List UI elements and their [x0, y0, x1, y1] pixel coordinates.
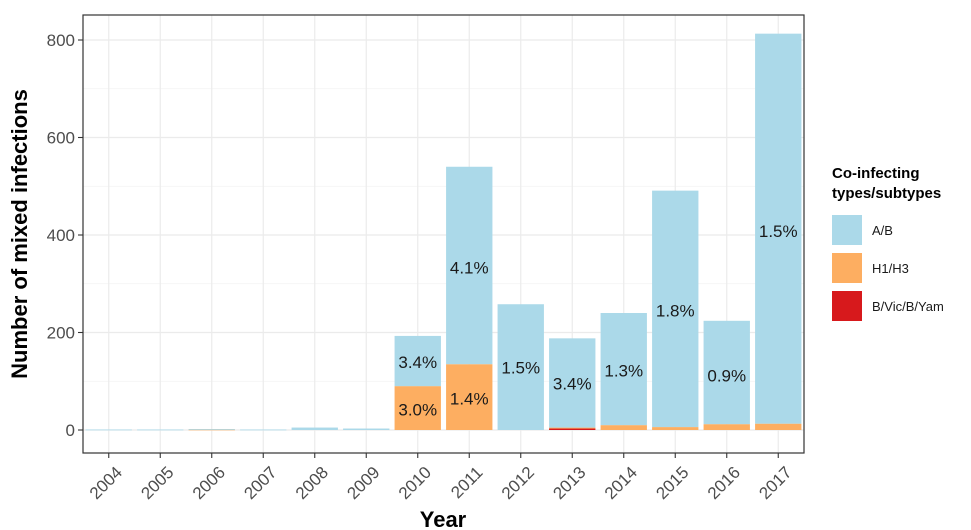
legend-swatch-a-b [832, 215, 862, 245]
bar-segment-h1-h3-2017 [755, 423, 802, 430]
bar-annotation: 1.4% [450, 389, 489, 408]
y-tick-label: 200 [47, 324, 75, 343]
bar-segment-a-b-2008 [291, 427, 338, 430]
bar-segment-a-b-2015 [652, 190, 699, 428]
bar-annotation: 1.5% [501, 359, 540, 378]
bar-segment-h1-h3-2010 [394, 386, 441, 430]
y-axis: 0 200 400 600 800 [47, 31, 83, 440]
legend-label-h1-h3: H1/H3 [872, 260, 909, 276]
legend-swatch-h1-h3 [832, 253, 862, 283]
bar-annotation: 4.1% [450, 259, 489, 278]
legend: Co-infecting types/subtypes A/B H1/H3 B/… [832, 164, 971, 324]
bar-segment-h1-h3-2016 [703, 424, 750, 430]
y-tick-label: 800 [47, 31, 75, 50]
x-tick-label: 2010 [395, 463, 435, 503]
y-tick-label: 0 [66, 421, 75, 440]
bar-segment-a-b-2014 [600, 313, 647, 426]
bar-segment-h1-h3-2011 [446, 364, 493, 430]
x-tick-label: 2005 [137, 463, 177, 503]
x-tick-label: 2017 [755, 463, 795, 503]
legend-title: Co-infecting types/subtypes [832, 164, 971, 204]
x-tick-label: 2007 [240, 463, 280, 503]
bar-annotation: 1.8% [656, 302, 695, 321]
y-tick-label: 600 [47, 129, 75, 148]
bar-segment-h1-h3-2014 [600, 425, 647, 430]
bar-segment-h1-h3-2013 [549, 427, 596, 429]
bar-annotations: 3.4% 3.0% 4.1% 1.4% 1.5% 3.4% 1.3% 1.8% 0.9% 1.5% [398, 222, 797, 419]
bar-annotation: 1.3% [604, 362, 643, 381]
x-tick-label: 2009 [343, 463, 383, 503]
bar-segment-a-b-2017 [755, 33, 802, 424]
x-axis-title: Year [420, 507, 467, 530]
bar-segment-h1-h3-2006 [188, 429, 235, 431]
bar-segment-a-b-2013 [549, 338, 596, 428]
bar-annotation: 3.0% [398, 401, 437, 420]
x-tick-label: 2012 [498, 463, 538, 503]
bar-annotation: 3.4% [553, 375, 592, 394]
legend-item-h1-h3: H1/H3 [832, 250, 971, 286]
bar-annotation: 3.4% [398, 353, 437, 372]
legend-title-line-1: Co-infecting [832, 165, 920, 182]
x-axis: 2004 2005 2006 2007 2008 2009 2010 2011 2012 2013… [86, 453, 796, 503]
legend-label-a-b: A/B [872, 222, 893, 238]
bar-annotation: 0.9% [707, 366, 746, 385]
bar-segment-a-b-2005 [137, 429, 184, 431]
legend-label-b-vic-b-yam: B/Vic/B/Yam [872, 298, 944, 314]
bar-segment-a-b-2004 [85, 429, 132, 431]
x-tick-label: 2013 [549, 463, 589, 503]
x-tick-label: 2016 [704, 463, 744, 503]
x-tick-label: 2008 [292, 463, 332, 503]
bar-segment-a-b-2016 [703, 320, 750, 425]
bar-segment-a-b-2007 [240, 429, 287, 431]
y-axis-title: Number of mixed infections [7, 89, 32, 379]
y-tick-label: 400 [47, 226, 75, 245]
bar-segment-a-b-2012 [497, 304, 544, 430]
legend-item-b-vic-b-yam: B/Vic/B/Yam [832, 288, 971, 324]
x-tick-label: 2014 [601, 463, 641, 503]
legend-title-line-2: types/subtypes [832, 185, 942, 202]
bar-segment-a-b-2011 [446, 166, 493, 365]
bar-segment-b-vic-b-yam-2013 [549, 428, 596, 430]
x-tick-label: 2006 [189, 463, 229, 503]
x-tick-label: 2015 [652, 463, 692, 503]
bar-segment-a-b-2006 [188, 429, 235, 430]
plot-border [82, 14, 805, 454]
bar-segment-a-b-2010 [394, 335, 441, 387]
bars [85, 33, 802, 431]
bar-annotation: 1.5% [759, 222, 798, 241]
legend-swatch-b-vic-b-yam [832, 291, 862, 321]
legend-item-a-b: A/B [832, 212, 971, 248]
bar-segment-a-b-2009 [343, 428, 390, 430]
x-tick-label: 2011 [447, 463, 486, 502]
bar-segment-h1-h3-2015 [652, 427, 699, 430]
x-tick-label: 2004 [86, 463, 126, 503]
